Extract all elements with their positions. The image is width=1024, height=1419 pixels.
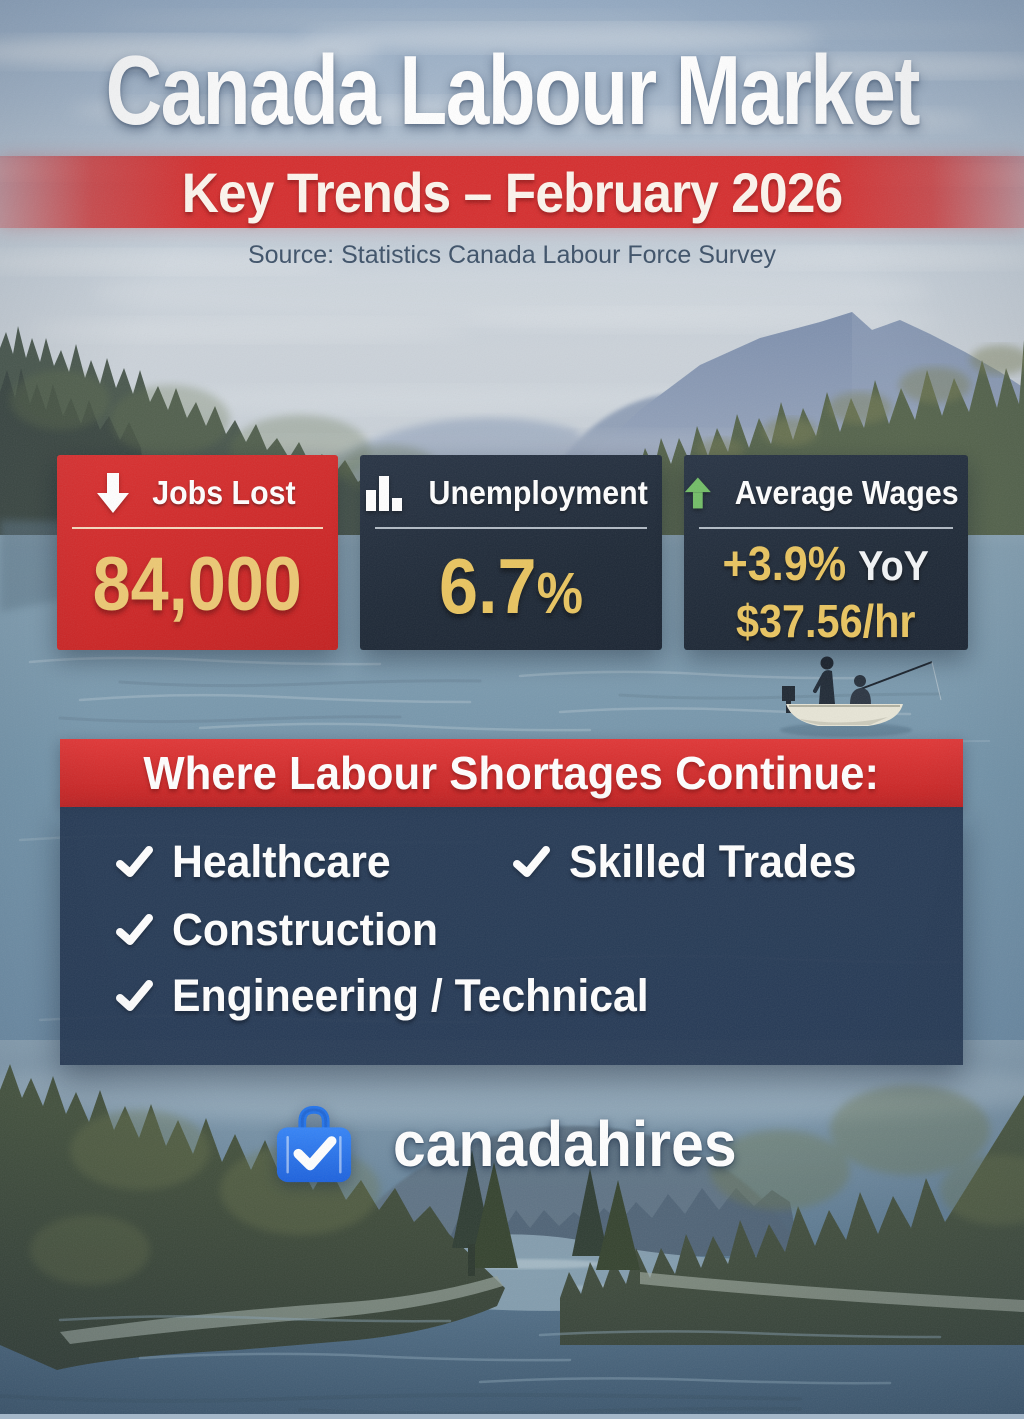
- bar-chart-icon: [366, 476, 403, 511]
- shortages-heading: Where Labour Shortages Continue:: [143, 747, 880, 799]
- check-icon: [513, 846, 550, 877]
- shortage-item-skilled-trades: Skilled Trades: [512, 835, 872, 889]
- average-wages-card: Average Wages +3.9% YoY $37.56/hr: [684, 455, 968, 650]
- brand-logo: canadahires: [0, 1102, 1024, 1186]
- arrow-up-icon: [684, 477, 711, 509]
- stat-cards: Jobs Lost 84,000 Unemployment 6.7% Avera…: [57, 455, 968, 650]
- briefcase-check-icon: [276, 1105, 351, 1183]
- unemployment-card: Unemployment 6.7%: [360, 455, 662, 650]
- arrow-down-icon: [97, 473, 130, 513]
- card-divider: [72, 527, 323, 529]
- jobs-lost-label: Jobs Lost: [152, 474, 296, 511]
- card-divider: [375, 527, 647, 529]
- page-title: Canada Labour Market: [105, 35, 920, 145]
- check-icon: [116, 846, 153, 877]
- brand-name: canadahires: [392, 1108, 737, 1180]
- average-wages-label: Average Wages: [734, 474, 959, 511]
- wage-change-value: +3.9% YoY: [722, 538, 930, 591]
- shortage-item-construction: Construction: [115, 903, 452, 957]
- shortage-item-engineering-technical: Engineering / Technical: [115, 969, 674, 1023]
- subtitle-banner: Key Trends – February 2026: [0, 156, 1024, 228]
- card-divider: [699, 527, 953, 529]
- check-icon: [116, 914, 153, 945]
- jobs-lost-value: 84,000: [92, 542, 303, 627]
- shortages-heading-banner: Where Labour Shortages Continue:: [60, 739, 963, 807]
- source-attribution: Source: Statistics Canada Labour Force S…: [247, 241, 777, 269]
- unemployment-label: Unemployment: [428, 474, 649, 511]
- unemployment-value: 6.7%: [438, 542, 583, 630]
- jobs-lost-card: Jobs Lost 84,000: [57, 455, 338, 650]
- wage-rate-value: $37.56/hr: [736, 595, 916, 647]
- check-icon: [116, 980, 153, 1011]
- shortages-panel: Healthcare Skilled Trades Construction E…: [60, 807, 963, 1065]
- subtitle-text: Key Trends – February 2026: [181, 160, 843, 224]
- shortage-item-healthcare: Healthcare: [115, 835, 402, 889]
